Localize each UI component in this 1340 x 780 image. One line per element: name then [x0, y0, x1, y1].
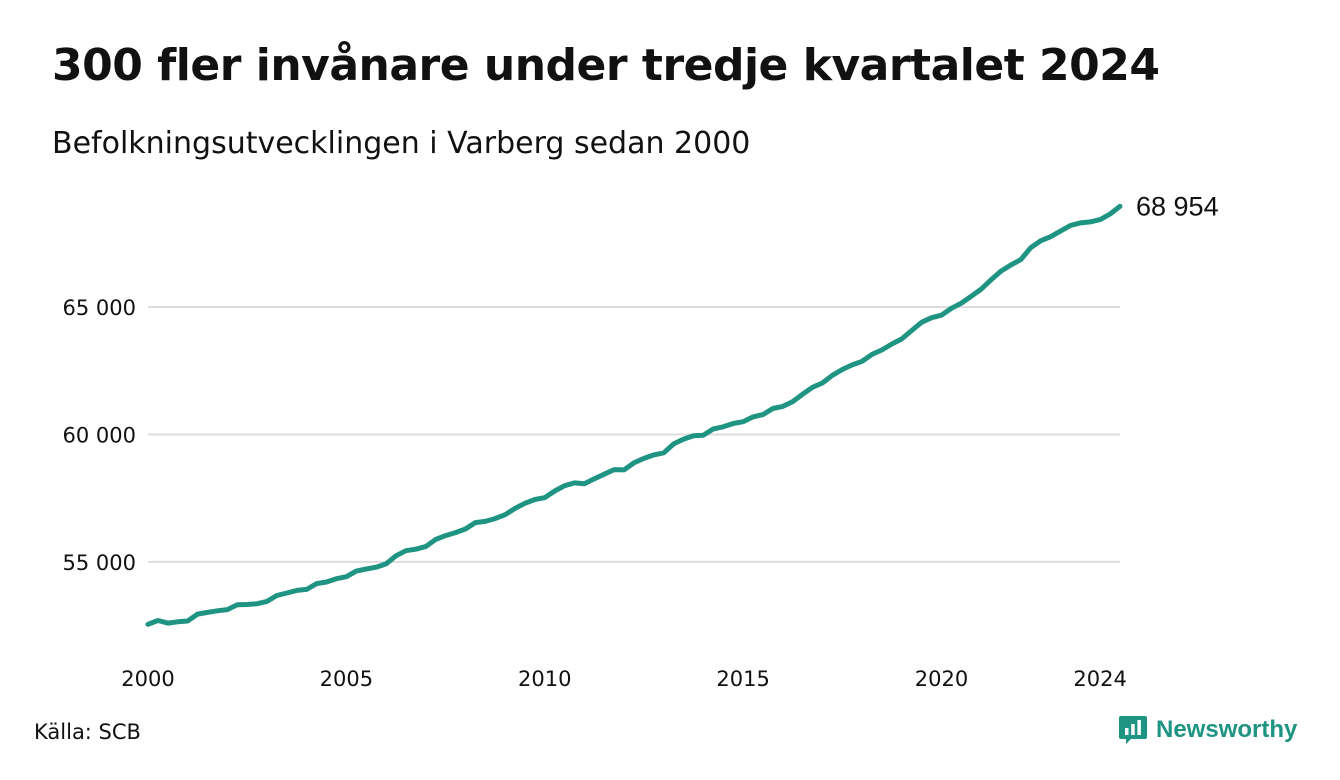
series-line [145, 203, 1123, 627]
y-tick-label: 60 000 [63, 423, 136, 447]
y-tick-label: 65 000 [63, 296, 136, 320]
newsworthy-logo-text: Newsworthy [1156, 716, 1298, 743]
x-tick-label: 2005 [320, 667, 373, 691]
x-axis-ticks: 2000 2005 2010 2015 2020 2024 [121, 667, 1127, 691]
gridlines [148, 306, 1120, 563]
x-tick-label: 2000 [121, 667, 174, 691]
x-tick-label: 2010 [518, 667, 571, 691]
newsworthy-logo-icon [1118, 714, 1148, 746]
y-tick-label: 55 000 [63, 551, 136, 575]
x-tick-label: 2020 [915, 667, 968, 691]
newsworthy-logo[interactable]: Newsworthy [1118, 714, 1297, 746]
x-tick-label: 2015 [716, 667, 769, 691]
y-axis-ticks: 55 000 60 000 65 000 [63, 296, 136, 575]
data-labels: 68 954 [1136, 191, 1219, 221]
source-note: Källa: SCB [34, 720, 141, 744]
chart-title: 300 fler invånare under tredje kvartalet… [52, 40, 1160, 91]
x-tick-label: 2024 [1073, 667, 1126, 691]
series-group [145, 203, 1123, 627]
chart-subtitle: Befolkningsutvecklingen i Varberg sedan … [52, 126, 751, 161]
end-value-label: 68 954 [1136, 191, 1219, 221]
